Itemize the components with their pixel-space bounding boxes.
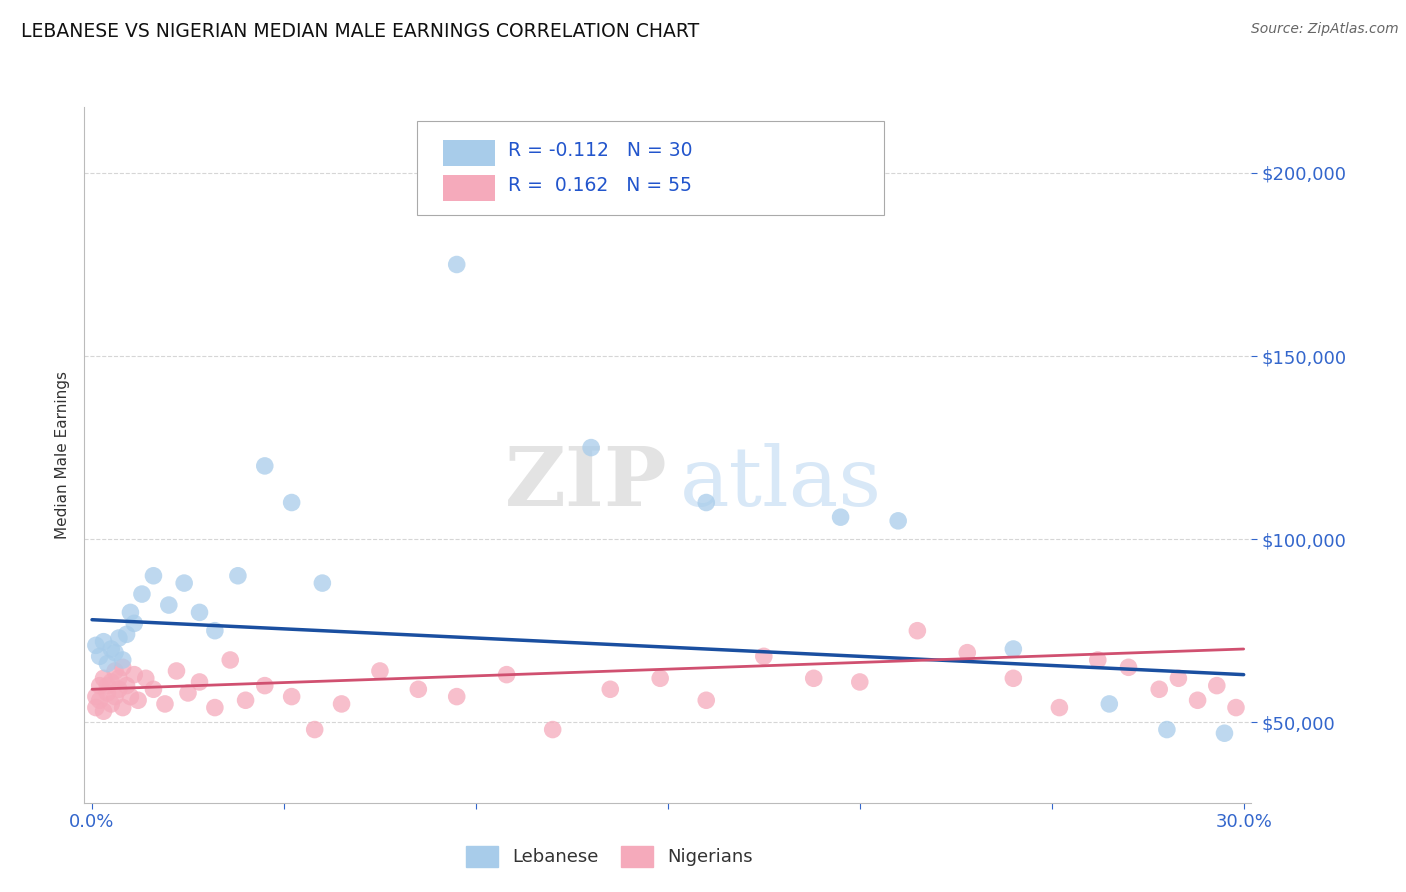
Point [84,638,107,652]
Point [100,697,122,711]
Point [188,675,211,690]
Point [253,458,276,473]
Point [1205,679,1227,693]
Point [96,657,118,671]
Point [752,649,775,664]
FancyBboxPatch shape [443,175,495,201]
Point [579,441,602,455]
Point [120,606,142,620]
Point [226,568,249,582]
Point [204,624,226,638]
Text: ZIP: ZIP [505,442,668,523]
Point [84,690,107,704]
Text: Source: ZipAtlas.com: Source: ZipAtlas.com [1251,22,1399,37]
Point [599,682,621,697]
Legend: Lebanese, Nigerians: Lebanese, Nigerians [458,838,761,874]
Point [803,671,825,685]
Point [104,664,127,678]
Point [104,646,127,660]
Text: atlas: atlas [679,442,882,523]
Point [108,631,131,645]
Point [93,704,115,718]
Point [96,686,118,700]
Point [104,690,127,704]
Point [1098,697,1121,711]
Point [111,660,134,674]
Point [89,693,111,707]
Point [177,686,200,700]
Point [830,510,852,524]
Point [111,653,134,667]
Point [1002,671,1025,685]
Point [849,675,872,690]
Point [408,682,430,697]
Point [84,700,107,714]
Point [100,642,122,657]
Point [188,606,211,620]
Point [204,700,226,714]
Point [1087,653,1109,667]
Text: R = -0.112   N = 30: R = -0.112 N = 30 [508,141,693,161]
Point [100,675,122,690]
Point [446,690,468,704]
Point [1187,693,1209,707]
Point [495,667,517,681]
Point [1167,671,1189,685]
Point [108,682,131,697]
Point [127,693,149,707]
Point [956,646,979,660]
Point [368,664,391,678]
Point [122,616,145,631]
FancyBboxPatch shape [418,121,884,215]
Point [122,667,145,681]
Point [89,649,111,664]
Point [173,576,195,591]
Point [142,568,165,582]
Point [115,679,138,693]
Point [905,624,928,638]
Point [887,514,910,528]
Point [135,671,157,685]
Point [131,587,153,601]
Point [280,690,302,704]
Point [330,697,353,711]
Point [1047,700,1070,714]
Point [142,682,165,697]
FancyBboxPatch shape [443,140,495,166]
Point [280,495,302,509]
Point [89,679,111,693]
Point [311,576,333,591]
Point [93,634,115,648]
Point [695,495,717,509]
Point [304,723,326,737]
Y-axis label: Median Male Earnings: Median Male Earnings [55,371,70,539]
Point [253,679,276,693]
Point [96,679,118,693]
Point [111,700,134,714]
Point [1147,682,1170,697]
Point [166,664,188,678]
Point [446,258,468,272]
Point [1156,723,1178,737]
Point [219,653,242,667]
Point [1225,700,1247,714]
Point [541,723,564,737]
Point [695,693,717,707]
Point [120,690,142,704]
Text: R =  0.162   N = 55: R = 0.162 N = 55 [508,176,692,195]
Point [115,627,138,641]
Text: LEBANESE VS NIGERIAN MEDIAN MALE EARNINGS CORRELATION CHART: LEBANESE VS NIGERIAN MEDIAN MALE EARNING… [21,22,699,41]
Point [157,598,180,612]
Point [153,697,176,711]
Point [108,671,131,685]
Point [1002,642,1025,657]
Point [235,693,257,707]
Point [650,671,672,685]
Point [1118,660,1140,674]
Point [93,671,115,685]
Point [1213,726,1236,740]
